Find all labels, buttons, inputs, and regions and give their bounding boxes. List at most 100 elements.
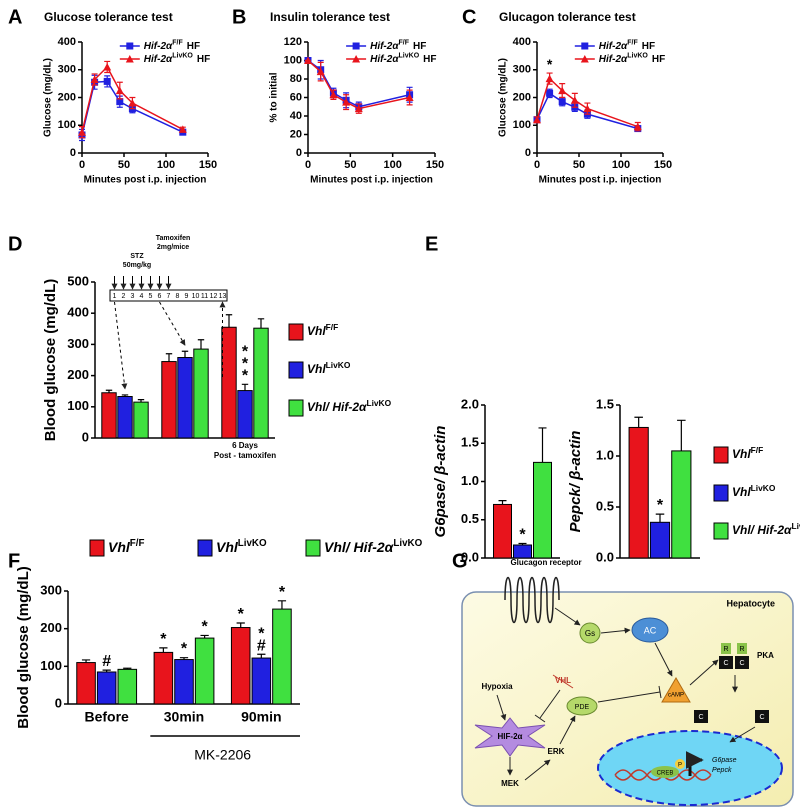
y-axis-label: Glucose (mg/dL): [43, 58, 54, 137]
timeline-day: 13: [219, 293, 227, 300]
pka-c: [719, 656, 733, 669]
legend-label: Vhl/ Hif-2αLivKO: [307, 398, 392, 414]
significance: *: [279, 584, 286, 601]
legend-swatch: [89, 539, 105, 557]
panel-label: G: [452, 550, 468, 572]
legend-sup: LivKO: [627, 52, 648, 59]
legend-suffix: HF: [652, 54, 665, 65]
error-bar: [123, 667, 132, 670]
error-bar: [257, 653, 266, 659]
y-tick-label: 0: [525, 147, 531, 159]
legend-name: Vhl: [307, 362, 326, 376]
timeline-day: 3: [131, 293, 135, 300]
legend-name: Hif-2α: [370, 54, 399, 65]
y-tick-label: 20: [290, 128, 302, 140]
x-tick-label: 100: [612, 159, 630, 171]
marker: [545, 74, 554, 83]
gene-label: G6pase: [712, 757, 737, 764]
panel-label: B: [232, 6, 246, 28]
y-tick-label: 80: [290, 73, 302, 85]
marker: [103, 77, 111, 85]
phospho: [675, 759, 685, 769]
marker: [405, 93, 414, 101]
error-bar: [277, 600, 287, 610]
bar: [493, 503, 512, 559]
bar: [221, 326, 237, 439]
y-tick-label: 40: [290, 110, 302, 122]
inhibition: [597, 691, 661, 703]
bar: [174, 659, 194, 705]
error-bar: [197, 339, 205, 350]
y-tick-label: 400: [58, 36, 76, 48]
y-axis-label: Glucose (mg/dL): [498, 58, 509, 137]
legend-sup: LivKO: [326, 360, 351, 370]
series-line: [536, 77, 639, 128]
x-tick-label: 150: [426, 159, 444, 171]
legend-sup: F/F: [627, 39, 638, 46]
significance-mark: *: [657, 497, 664, 514]
significance-mark: *: [242, 356, 249, 373]
inhibition: [534, 714, 546, 723]
x-tick-label: Before: [84, 709, 129, 725]
y-tick-label: 100: [67, 398, 89, 413]
arrow: [524, 759, 551, 781]
legend-sup: LivKO: [399, 52, 420, 59]
hypoxia-label: Hypoxia: [481, 682, 513, 691]
significance-mark: *: [202, 619, 209, 636]
legend-swatch: [197, 539, 213, 557]
legend-sup: F/F: [326, 322, 339, 332]
pka-r: [721, 643, 731, 654]
y-axis-label: Pepck/ β-actin: [567, 431, 584, 533]
legend-label: VhlF/F: [307, 322, 338, 338]
timeline-day: 7: [167, 293, 171, 300]
bar: [177, 357, 193, 439]
x-axis-label: Minutes post i.p. injection: [310, 175, 433, 186]
inhibition: [539, 689, 561, 719]
panel-label: E: [425, 233, 438, 255]
marker: [580, 55, 589, 63]
significance: *: [519, 527, 526, 544]
y-axis-label: G6pase/ β-actin: [432, 426, 449, 538]
timeline-day: 6: [158, 293, 162, 300]
timeline-day: 4: [140, 293, 144, 300]
bar: [117, 396, 133, 439]
legend-name: Hif-2α: [144, 54, 173, 65]
arrow: [654, 642, 673, 677]
x-tick-label: 50: [573, 159, 585, 171]
arrow: [729, 726, 756, 743]
marker: [78, 128, 86, 136]
y-tick-label: 0: [82, 429, 89, 444]
timeline-link: [159, 301, 186, 346]
timeline-day: 1: [113, 293, 117, 300]
legend-label: VhlLivKO: [307, 360, 351, 376]
legend-name: Vhl/ Hif-2α: [732, 523, 792, 537]
marker: [633, 122, 642, 131]
error-bar: [179, 657, 189, 660]
timeline-note: STZ: [130, 253, 144, 260]
legend-sup: LivKO: [791, 521, 800, 531]
creb: [651, 766, 679, 778]
legend-suffix: HF: [197, 54, 210, 65]
bar: [237, 390, 253, 439]
y-tick-label: 1.0: [461, 473, 479, 488]
mek-label: MEK: [501, 779, 519, 788]
marker: [329, 90, 338, 99]
legend-label: VhlF/F: [108, 538, 144, 555]
legend-name: Hif-2α: [599, 54, 628, 65]
series-line: [307, 59, 410, 110]
pka-r-label: R: [723, 646, 728, 653]
pka-c: [755, 710, 769, 723]
significance-mark: *: [238, 606, 245, 623]
arrow: [554, 607, 581, 626]
bar: [133, 401, 149, 439]
timeline-note: 2mg/mice: [157, 244, 189, 251]
y-tick-label: 1.5: [461, 435, 479, 450]
x-tick-label: 150: [654, 159, 672, 171]
x-tick-label: 0: [534, 159, 540, 171]
y-tick-label: 100: [513, 119, 531, 131]
legend-label: Vhl/ Hif-2αLivKO: [732, 521, 800, 537]
significance: *: [202, 619, 209, 636]
y-tick-label: 500: [67, 273, 89, 288]
bar: [671, 450, 692, 559]
